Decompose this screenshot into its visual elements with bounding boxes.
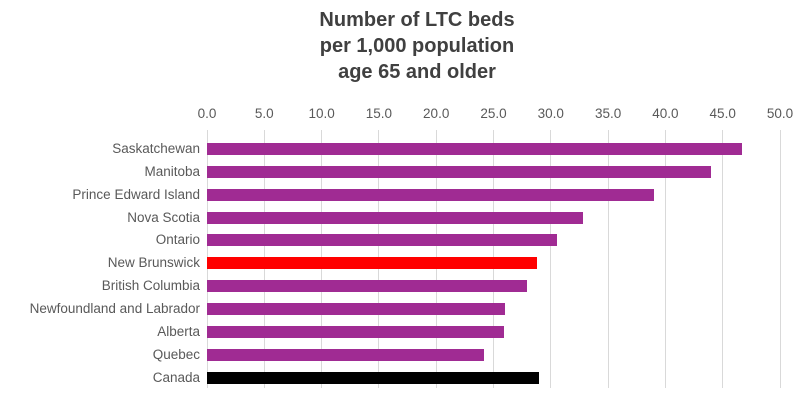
- category-label-alberta: Alberta: [157, 323, 200, 339]
- category-label-canada: Canada: [152, 369, 200, 385]
- bar-quebec: [207, 348, 485, 361]
- bar-saskatchewan: [207, 143, 743, 155]
- bar-ontario: [207, 234, 557, 247]
- x-axis-tick-label-45.0: 45.0: [709, 106, 736, 121]
- x-axis-tick-label-0.0: 0.0: [197, 106, 217, 121]
- bar-new-brunswick: [207, 257, 538, 270]
- x-axis-tick-label-30.0: 30.0: [537, 106, 564, 121]
- bar-alberta: [207, 325, 504, 338]
- gridline-30.0: [550, 130, 552, 388]
- x-axis-tick-label-15.0: 15.0: [365, 106, 393, 121]
- x-axis-tick-label-40.0: 40.0: [652, 106, 679, 121]
- x-axis-tick-label-20.0: 20.0: [423, 106, 450, 121]
- chart-title: Number of LTC beds per 1,000 population …: [24, 7, 810, 85]
- chart-title-line-2: per 1,000 population: [319, 35, 515, 57]
- x-axis-tick-label-35.0: 35.0: [594, 106, 622, 121]
- bar-canada: [207, 371, 540, 384]
- gridline-50.0: [779, 130, 781, 388]
- bar-british-columbia: [207, 280, 527, 293]
- bar-manitoba: [207, 165, 712, 178]
- gridline-45.0: [722, 130, 724, 388]
- gridline-40.0: [664, 130, 666, 388]
- category-label-nova-scotia: Nova Scotia: [127, 209, 200, 225]
- x-axis-tick-label-25.0: 25.0: [480, 106, 507, 121]
- chart-title-line-3: age 65 and older: [338, 61, 496, 83]
- category-label-newfoundland-and-labrador: Newfoundland and Labrador: [29, 300, 200, 316]
- category-label-manitoba: Manitoba: [144, 163, 200, 179]
- bar-nova-scotia: [207, 211, 583, 224]
- bar-newfoundland-and-labrador: [207, 302, 505, 315]
- x-axis-tick-label-5.0: 5.0: [254, 106, 274, 121]
- category-label-saskatchewan: Saskatchewan: [112, 141, 200, 156]
- category-label-quebec: Quebec: [152, 346, 200, 362]
- gridline-35.0: [607, 130, 609, 388]
- category-label-british-columbia: British Columbia: [101, 278, 200, 294]
- category-label-ontario: Ontario: [155, 232, 200, 248]
- x-axis-tick-label-10.0: 10.0: [308, 106, 335, 121]
- x-axis-tick-label-50.0: 50.0: [766, 106, 794, 121]
- category-label-new-brunswick: New Brunswick: [107, 255, 200, 271]
- chart-title-line-1: Number of LTC beds: [319, 9, 515, 31]
- bar-prince-edward-island: [207, 188, 654, 201]
- category-label-prince-edward-island: Prince Edward Island: [72, 186, 200, 202]
